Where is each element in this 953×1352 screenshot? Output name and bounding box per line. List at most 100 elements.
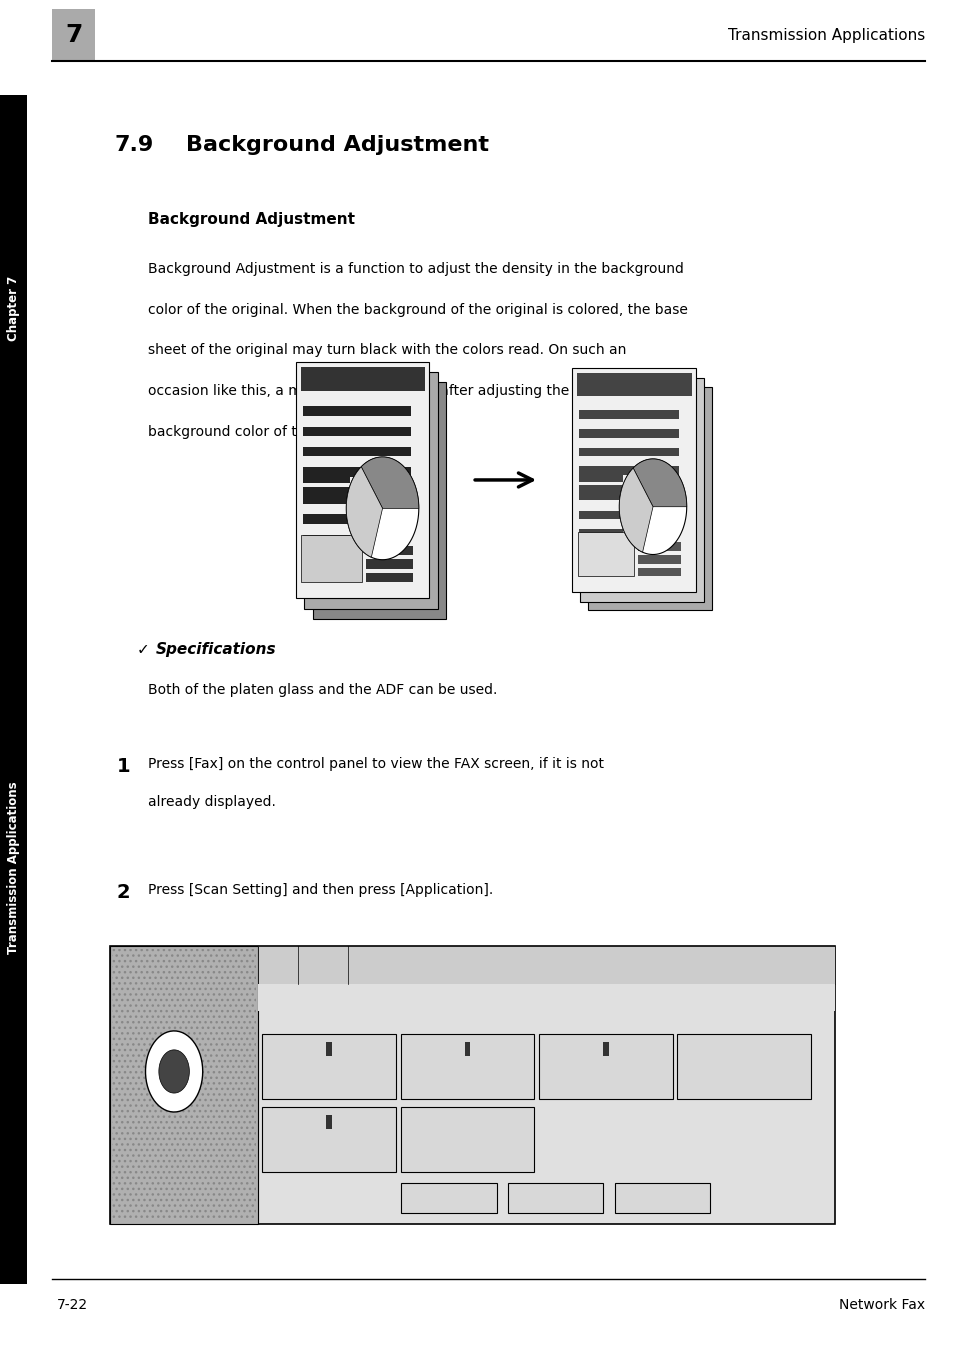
Text: already displayed.: already displayed. xyxy=(148,795,275,808)
Bar xyxy=(677,1034,810,1099)
Text: color of the original. When the background of the original is colored, the base: color of the original. When the backgrou… xyxy=(148,303,687,316)
Text: background color of the original.: background color of the original. xyxy=(148,425,375,438)
Text: TX Stamp: TX Stamp xyxy=(452,1151,482,1156)
Text: ►: ► xyxy=(522,1159,526,1164)
Text: Specifications: Specifications xyxy=(155,642,275,657)
Text: Frame
Erase: Frame Erase xyxy=(596,1075,615,1086)
Bar xyxy=(112,949,255,1221)
Text: Press [Background Adjustment].: Press [Background Adjustment]. xyxy=(148,975,371,988)
Text: Transmission Applications: Transmission Applications xyxy=(727,27,924,43)
Text: ♪: ♪ xyxy=(459,1118,465,1129)
Text: A: A xyxy=(454,1045,461,1056)
Bar xyxy=(578,533,633,576)
Text: ►: ► xyxy=(660,1086,664,1091)
Text: 7.9: 7.9 xyxy=(114,135,153,155)
Text: 7: 7 xyxy=(65,23,83,47)
Text: Bind
Position: Bind Position xyxy=(452,1075,482,1086)
Text: A: A xyxy=(315,1045,323,1056)
Text: Both of the platen glass and the ADF can be used.: Both of the platen glass and the ADF can… xyxy=(148,683,497,696)
Bar xyxy=(572,368,696,592)
Text: ✓: ✓ xyxy=(136,642,149,657)
Bar xyxy=(52,9,95,61)
Text: Press [Fax] on the control panel to view the FAX screen, if it is not: Press [Fax] on the control panel to view… xyxy=(148,757,603,771)
Bar xyxy=(366,572,413,581)
Text: No. of: No. of xyxy=(812,956,831,960)
Bar xyxy=(578,429,679,438)
Polygon shape xyxy=(633,458,686,507)
Bar xyxy=(464,1042,470,1056)
Bar xyxy=(638,568,680,576)
Text: Application: Application xyxy=(262,994,313,1002)
Text: Background
Adjustment: Background Adjustment xyxy=(310,1148,348,1159)
Bar xyxy=(303,495,350,504)
Bar xyxy=(303,515,350,525)
Bar xyxy=(400,1034,534,1099)
Bar xyxy=(326,1042,332,1056)
Bar xyxy=(614,1183,709,1213)
Text: Cancel: Cancel xyxy=(540,1194,570,1202)
Bar xyxy=(303,407,410,416)
Bar xyxy=(313,383,446,619)
Bar xyxy=(638,542,680,552)
Polygon shape xyxy=(159,1051,189,1092)
Text: 7-22: 7-22 xyxy=(57,1298,89,1311)
Polygon shape xyxy=(618,468,653,552)
Bar xyxy=(262,1034,395,1099)
Text: 3: 3 xyxy=(116,975,130,994)
Bar xyxy=(301,534,361,581)
Bar xyxy=(303,487,369,498)
Bar xyxy=(366,560,413,568)
Text: 21:27: 21:27 xyxy=(303,972,322,977)
Bar xyxy=(366,545,413,554)
Text: Chapter 7: Chapter 7 xyxy=(7,276,20,342)
Text: occasion like this, a message can be sent after adjusting the density in the: occasion like this, a message can be sen… xyxy=(148,384,668,397)
Bar xyxy=(110,946,834,1224)
Text: Press [Scan Setting] and then press [Application].: Press [Scan Setting] and then press [App… xyxy=(148,883,493,896)
Text: Transmission Applications: Transmission Applications xyxy=(7,781,20,955)
Text: 2: 2 xyxy=(116,883,130,902)
Polygon shape xyxy=(346,466,382,557)
Bar xyxy=(303,468,410,477)
Bar xyxy=(303,535,350,545)
Text: 08/07/05: 08/07/05 xyxy=(303,957,333,963)
Polygon shape xyxy=(618,458,686,554)
Bar xyxy=(578,492,622,500)
Polygon shape xyxy=(361,457,418,508)
Bar xyxy=(588,387,712,610)
Bar xyxy=(326,1115,332,1129)
Bar xyxy=(0,95,27,1284)
Text: Enter destination(s).: Enter destination(s). xyxy=(353,963,442,968)
Bar xyxy=(602,1042,608,1056)
Bar xyxy=(577,373,691,396)
Text: ►: ► xyxy=(384,1086,388,1091)
Bar xyxy=(638,556,680,564)
Text: Reset: Reset xyxy=(436,1194,461,1202)
Bar xyxy=(303,448,410,457)
Text: Special
Original: Special Original xyxy=(314,1075,344,1086)
Text: A: A xyxy=(592,1045,599,1056)
Bar xyxy=(303,475,350,484)
Text: Memory 100%: Memory 100% xyxy=(796,984,831,988)
Text: OK: OK xyxy=(657,1194,667,1202)
Bar xyxy=(262,1107,395,1172)
Bar xyxy=(578,473,622,481)
Polygon shape xyxy=(346,457,418,560)
Bar xyxy=(578,485,639,493)
Text: List: List xyxy=(262,972,277,977)
Bar xyxy=(507,1183,602,1213)
Bar xyxy=(300,368,424,392)
Bar xyxy=(257,984,834,1011)
Polygon shape xyxy=(146,1032,202,1111)
Text: Network Fax: Network Fax xyxy=(839,1298,924,1311)
Text: Scan Size: Scan Size xyxy=(726,1078,760,1083)
Bar xyxy=(578,448,679,457)
Text: 1: 1 xyxy=(116,757,130,776)
Bar xyxy=(579,379,703,602)
Text: Background Adjustment is a function to adjust the density in the background: Background Adjustment is a function to a… xyxy=(148,262,683,276)
Bar xyxy=(578,466,679,476)
Bar xyxy=(303,427,410,437)
Bar xyxy=(257,946,834,984)
Bar xyxy=(578,410,679,419)
Bar xyxy=(578,530,622,538)
Text: Dest.   000: Dest. 000 xyxy=(796,968,831,973)
